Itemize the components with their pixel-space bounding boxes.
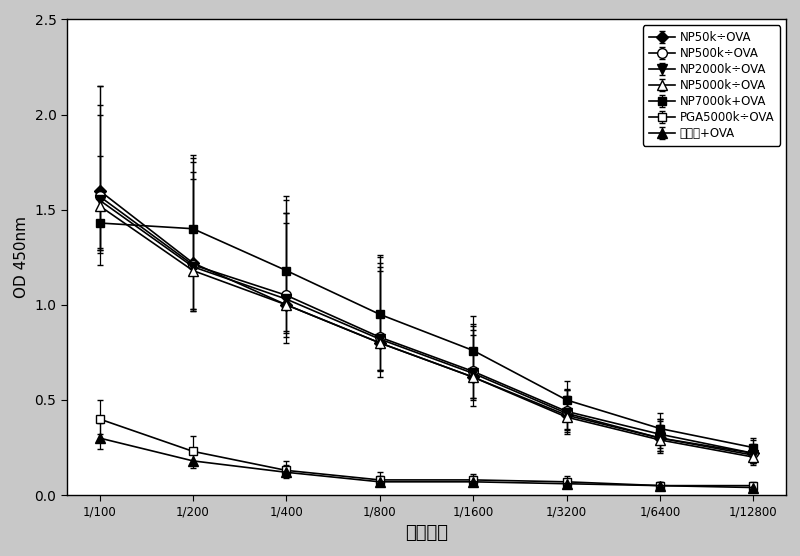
Legend: NP50k÷OVA, NP500k÷OVA, NP2000k÷OVA, NP5000k÷OVA, NP7000k+OVA, PGA5000k÷OVA, 壳聿糖+: NP50k÷OVA, NP500k÷OVA, NP2000k÷OVA, NP50… [643, 25, 780, 146]
X-axis label: 稼釈因子: 稼釈因子 [405, 524, 448, 542]
Y-axis label: OD 450nm: OD 450nm [14, 216, 29, 298]
